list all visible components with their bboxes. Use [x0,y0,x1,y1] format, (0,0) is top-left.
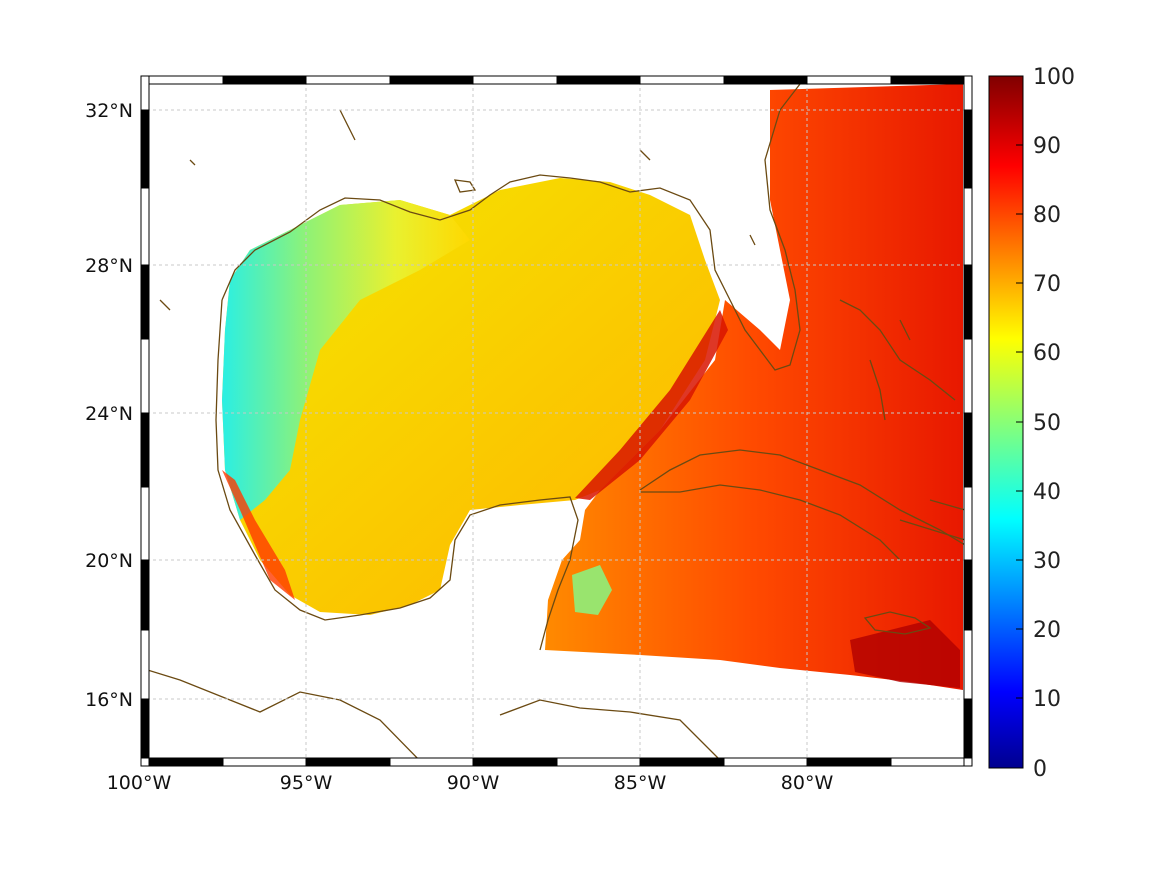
honduras-line [499,699,721,761]
caribbean-maximum-patch [850,620,960,688]
colorbar-ticks [1016,144,1023,699]
colorbar-label-60: 60 [1033,341,1061,366]
lat-label-16: 16°N [85,689,133,711]
mexico-coast-line [215,299,579,651]
loop-current-band [575,310,728,500]
map-grid [141,76,972,766]
lat-label-28: 28°N [85,255,133,277]
colorbar-label-80: 80 [1033,203,1061,228]
central-america-line [141,667,426,766]
west-coast-red-strip [222,470,295,600]
hispaniola-line [899,499,966,541]
colorbar-label-40: 40 [1033,480,1061,505]
data-field [222,84,963,690]
colorbar-label-70: 70 [1033,272,1061,297]
lon-label-100: 100°W [107,772,172,794]
bahamas-line [839,299,956,421]
lon-label-85: 85°W [614,772,667,794]
colorbar-label-30: 30 [1033,549,1061,574]
jamaica-line [863,611,932,635]
lon-label-80: 80°W [781,772,834,794]
lat-label-32: 32°N [85,100,133,122]
lon-label-95: 95°W [280,772,333,794]
lon-labels: 100°W 95°W 90°W 85°W 80°W [107,772,834,794]
colorbar-label-0: 0 [1033,757,1047,782]
map-frame [140,75,973,767]
colorbar-label-90: 90 [1033,134,1061,159]
lat-labels: 32°N 28°N 24°N 20°N 16°N [85,100,133,711]
colorbar: 100 90 80 70 60 50 40 30 20 10 0 [988,65,1075,782]
colorbar-label-100: 100 [1033,65,1075,90]
lon-label-90: 90°W [447,772,500,794]
lat-label-24: 24°N [85,403,133,425]
colorbar-label-10: 10 [1033,687,1061,712]
islands-line [159,109,756,311]
western-gulf-field [222,200,470,520]
colorbar-label-20: 20 [1033,618,1061,643]
colorbar-label-50: 50 [1033,411,1061,436]
gulf-coast-line [221,76,821,371]
lat-label-20: 20°N [85,550,133,572]
cuba-line [639,449,966,561]
yucatan-green-patch [572,565,612,615]
coastlines [141,76,966,766]
atlantic-caribbean-field [545,84,963,690]
